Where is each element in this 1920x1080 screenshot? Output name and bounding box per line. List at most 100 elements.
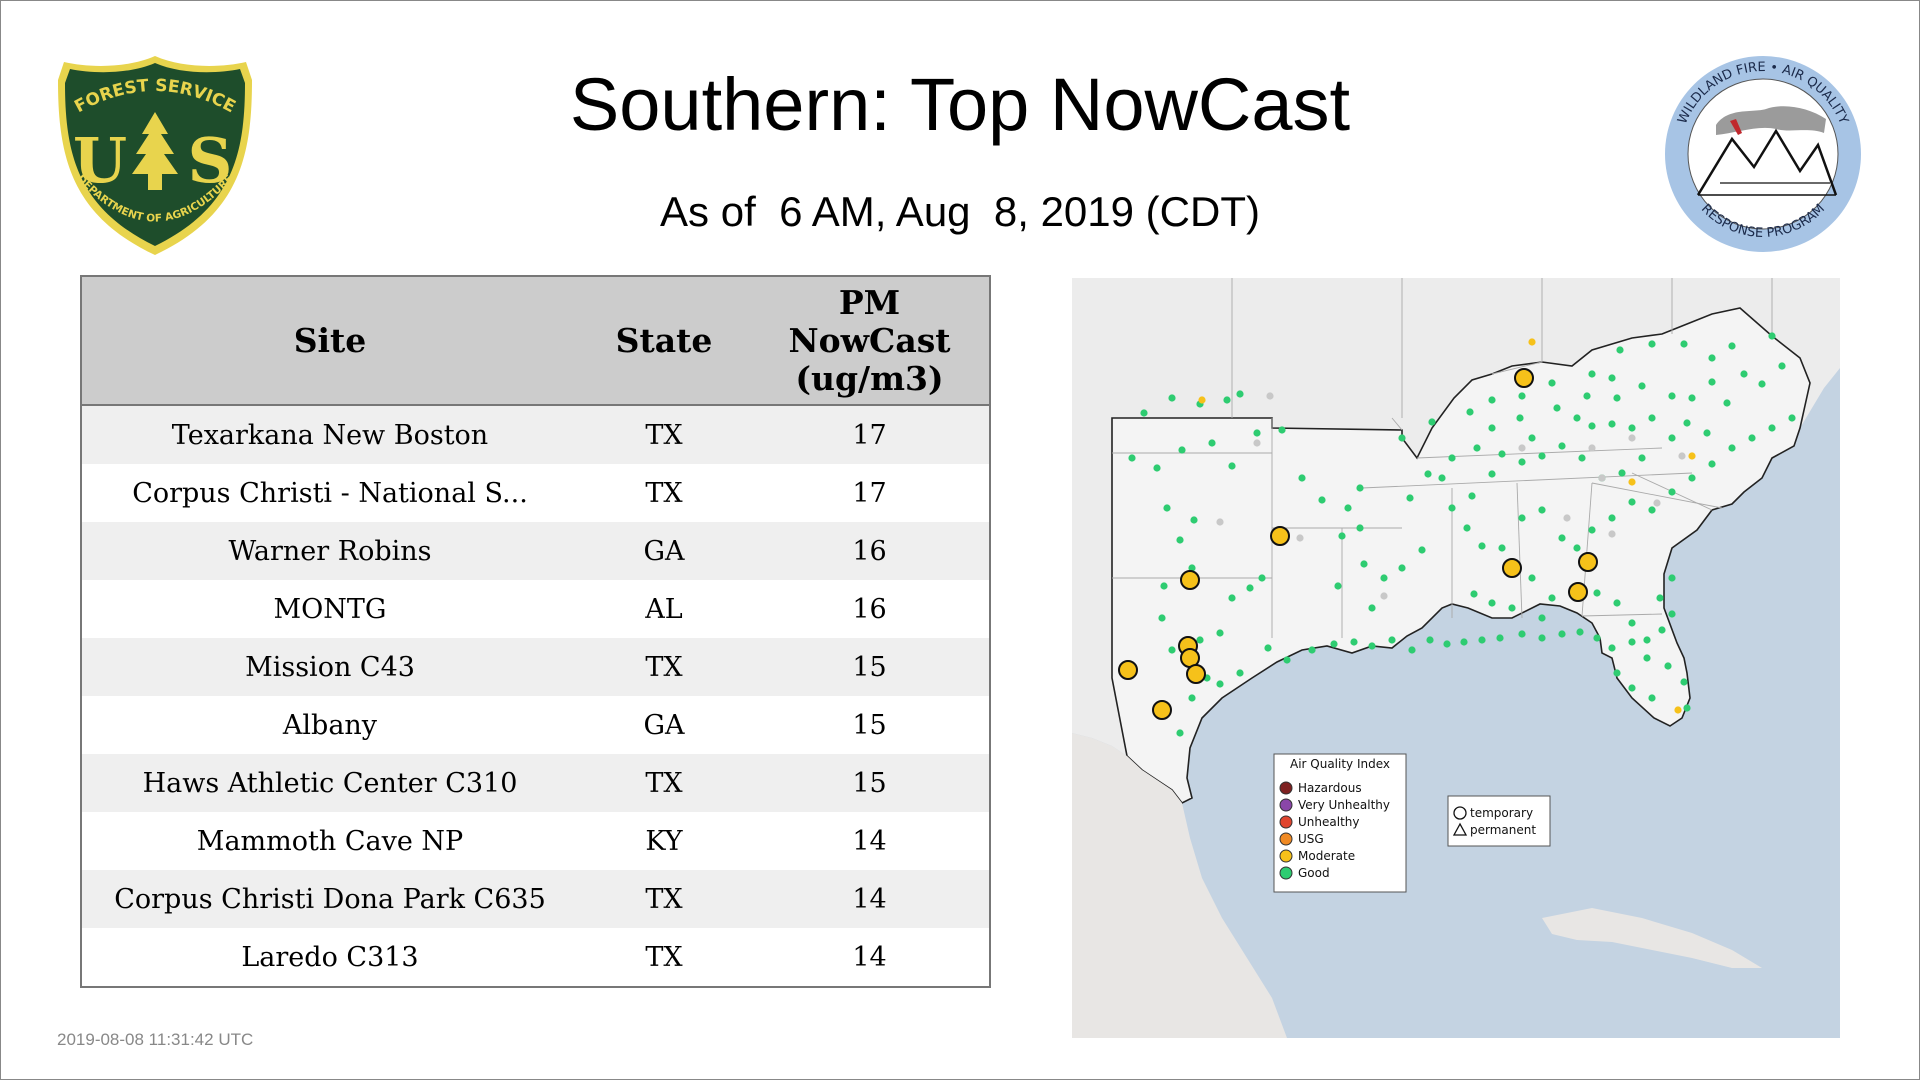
good-monitor-marker — [1330, 640, 1338, 648]
good-monitor-marker — [1470, 590, 1478, 598]
good-monitor-marker — [1158, 614, 1166, 622]
cell-value: 15 — [750, 696, 989, 754]
good-monitor-marker — [1688, 394, 1696, 402]
good-monitor-marker — [1748, 434, 1756, 442]
good-monitor-marker — [1683, 419, 1691, 427]
mountains-icon — [1696, 128, 1838, 196]
no-data-monitor-marker — [1253, 439, 1261, 447]
moderate-monitor-marker — [1198, 396, 1206, 404]
good-monitor-marker — [1498, 544, 1506, 552]
good-monitor-marker — [1683, 704, 1691, 712]
legend-good-swatch — [1279, 866, 1293, 880]
good-monitor-marker — [1338, 532, 1346, 540]
good-monitor-marker — [1758, 380, 1766, 388]
legend-very-unhealthy-swatch — [1279, 798, 1293, 812]
legend-moderate-label: Moderate — [1298, 849, 1355, 863]
cell-value: 14 — [750, 870, 989, 928]
table-header-row: Site State PM NowCast (ug/m3) — [82, 277, 989, 406]
good-monitor-marker — [1473, 444, 1481, 452]
good-monitor-marker — [1468, 492, 1476, 500]
good-monitor-marker — [1708, 460, 1716, 468]
permanent-triangle-icon — [1452, 822, 1468, 836]
top-site-marker — [1180, 570, 1200, 590]
good-monitor-marker — [1418, 546, 1426, 554]
legend-good-label: Good — [1298, 866, 1330, 880]
top-site-marker — [1502, 558, 1522, 578]
good-monitor-marker — [1648, 340, 1656, 348]
mexico-land — [1072, 733, 1287, 1038]
good-monitor-marker — [1613, 394, 1621, 402]
header-state: State — [578, 277, 750, 406]
good-monitor-marker — [1356, 524, 1364, 532]
cuba-land — [1542, 908, 1762, 968]
good-monitor-marker — [1648, 506, 1656, 514]
header-site: Site — [82, 277, 578, 406]
legend-hazardous-swatch — [1279, 781, 1293, 795]
cell-site: Texarkana New Boston — [82, 405, 578, 464]
good-monitor-marker — [1388, 636, 1396, 644]
top-site-markers — [1118, 368, 1598, 720]
air-quality-map: Air Quality Index Hazardous Very Unhealt… — [1072, 278, 1840, 1038]
good-monitor-marker — [1460, 638, 1468, 646]
good-monitor-marker — [1236, 669, 1244, 677]
good-monitor-marker — [1216, 680, 1224, 688]
good-monitor-marker — [1360, 560, 1368, 568]
good-monitor-marker — [1638, 454, 1646, 462]
good-monitor-marker — [1664, 662, 1672, 670]
good-monitor-marker — [1740, 370, 1748, 378]
good-monitor-marker — [1443, 640, 1451, 648]
table-row: Warner Robins GA 16 — [82, 522, 989, 580]
good-monitor-marker — [1478, 542, 1486, 550]
good-monitor-marker — [1656, 594, 1664, 602]
header-nowcast-line3: (ug/m3) — [795, 358, 944, 398]
good-monitor-markers — [1128, 332, 1796, 737]
good-monitor-marker — [1508, 604, 1516, 612]
good-monitor-marker — [1613, 599, 1621, 607]
good-monitor-marker — [1768, 424, 1776, 432]
cell-state: TX — [578, 638, 750, 696]
good-monitor-marker — [1628, 638, 1636, 646]
good-monitor-marker — [1588, 526, 1596, 534]
good-monitor-marker — [1368, 642, 1376, 650]
no-data-monitor-marker — [1598, 474, 1606, 482]
cell-state: KY — [578, 812, 750, 870]
good-monitor-marker — [1246, 584, 1254, 592]
good-monitor-marker — [1350, 638, 1358, 646]
wildland-fire-logo: WILDLAND FIRE • AIR QUALITY RESPONSE PRO… — [1661, 52, 1865, 256]
no-data-monitor-marker — [1296, 534, 1304, 542]
good-monitor-marker — [1356, 484, 1364, 492]
top-site-marker — [1578, 552, 1598, 572]
good-monitor-marker — [1573, 414, 1581, 422]
good-monitor-marker — [1168, 394, 1176, 402]
good-monitor-marker — [1368, 604, 1376, 612]
good-monitor-marker — [1426, 636, 1434, 644]
no-data-monitor-markers — [1216, 392, 1686, 600]
good-monitor-marker — [1648, 694, 1656, 702]
good-monitor-marker — [1498, 450, 1506, 458]
cell-site: Albany — [82, 696, 578, 754]
state-borders — [1112, 278, 1773, 638]
cell-site: MONTG — [82, 580, 578, 638]
good-monitor-marker — [1728, 444, 1736, 452]
good-monitor-marker — [1216, 629, 1224, 637]
good-monitor-marker — [1196, 636, 1204, 644]
good-monitor-marker — [1638, 382, 1646, 390]
good-monitor-marker — [1588, 422, 1596, 430]
good-monitor-marker — [1548, 379, 1556, 387]
good-monitor-marker — [1608, 420, 1616, 428]
good-monitor-marker — [1168, 646, 1176, 654]
cell-state: TX — [578, 464, 750, 522]
good-monitor-marker — [1688, 474, 1696, 482]
good-monitor-marker — [1518, 392, 1526, 400]
good-monitor-marker — [1528, 574, 1536, 582]
forest-service-letter-s: S — [188, 124, 233, 197]
good-monitor-marker — [1228, 462, 1236, 470]
good-monitor-marker — [1190, 516, 1198, 524]
good-monitor-marker — [1424, 470, 1432, 478]
legend-unhealthy-swatch — [1279, 815, 1293, 829]
legend-usg-label: USG — [1298, 832, 1324, 846]
good-monitor-marker — [1176, 536, 1184, 544]
good-monitor-marker — [1628, 619, 1636, 627]
table-row: Texarkana New Boston TX 17 — [82, 405, 989, 464]
aqi-legend-title: Air Quality Index — [1290, 757, 1390, 771]
